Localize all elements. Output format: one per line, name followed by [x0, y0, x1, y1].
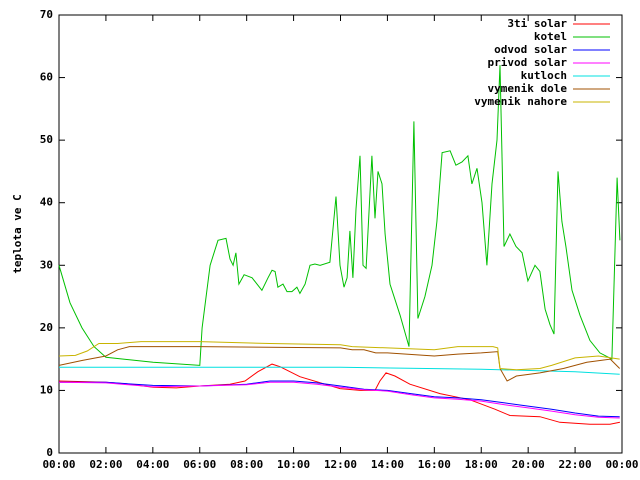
legend-label: kutloch [521, 69, 567, 82]
y-tick-label: 70 [40, 8, 53, 21]
x-tick-label: 02:00 [89, 458, 122, 471]
legend-label: privod solar [488, 56, 568, 69]
x-tick-label: 18:00 [465, 458, 498, 471]
y-tick-label: 50 [40, 133, 53, 146]
legend-label: odvod solar [494, 43, 567, 56]
y-tick-label: 10 [40, 383, 53, 396]
x-tick-label: 14:00 [371, 458, 404, 471]
x-tick-label: 20:00 [512, 458, 545, 471]
x-tick-label: 08:00 [230, 458, 263, 471]
x-tick-label: 16:00 [418, 458, 451, 471]
x-tick-label: 22:00 [559, 458, 592, 471]
x-tick-label: 06:00 [183, 458, 216, 471]
legend-label: kotel [534, 30, 567, 43]
series-line [58, 341, 620, 371]
y-tick-label: 40 [40, 196, 53, 209]
series-line [58, 381, 620, 419]
y-tick-label: 20 [40, 321, 53, 334]
series-line [59, 366, 620, 375]
x-tick-label: 00:00 [605, 458, 638, 471]
x-tick-label: 04:00 [136, 458, 169, 471]
legend-label: vymenik dole [488, 82, 568, 95]
y-tick-label: 60 [40, 71, 53, 84]
y-axis-label: teplota ve C [11, 194, 24, 273]
series-line [58, 346, 621, 382]
series-line [58, 363, 620, 425]
legend-label: 3ti solar [507, 17, 567, 30]
y-tick-label: 30 [40, 258, 53, 271]
series-line [58, 65, 621, 366]
x-tick-label: 12:00 [324, 458, 357, 471]
y-tick-label: 0 [46, 446, 53, 459]
legend-label: vymenik nahore [474, 95, 567, 108]
x-tick-label: 00:00 [42, 458, 75, 471]
x-tick-label: 10:00 [277, 458, 310, 471]
